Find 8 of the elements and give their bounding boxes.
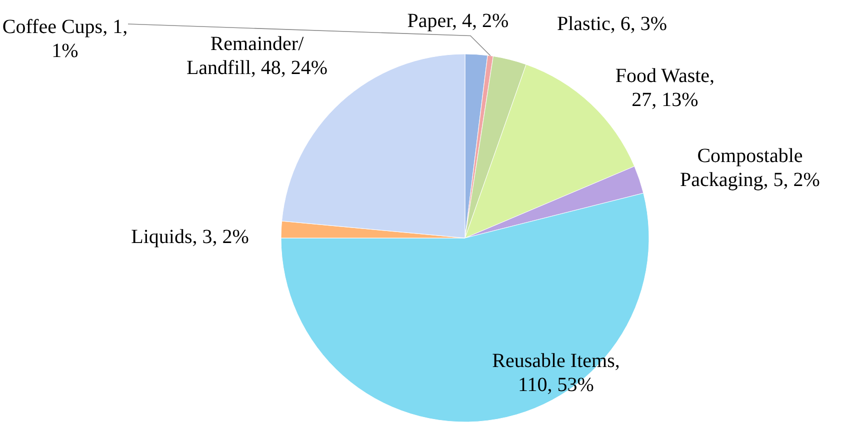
slice-label: Paper, 4, 2% (407, 10, 509, 32)
slice-label: Liquids, 3, 2% (131, 226, 249, 248)
slice-label: Remainder/Landfill, 48, 24% (186, 32, 328, 79)
slice-label: Plastic, 6, 3% (557, 12, 667, 35)
slice-label: Coffee Cups, 1, 1% (2, 16, 128, 62)
slice-label: Reusable Items, 110, 53% (492, 350, 620, 396)
slice-label: Food Waste, 27, 13% (615, 64, 715, 111)
slice-label: Compostable Packaging, 5, 2% (680, 144, 820, 191)
